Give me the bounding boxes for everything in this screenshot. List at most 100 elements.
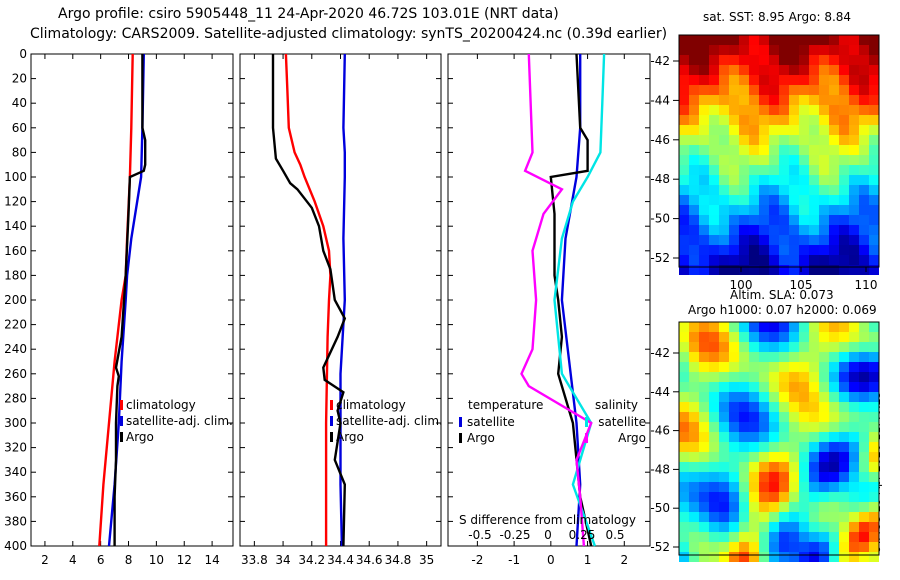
sst-map-cell (829, 95, 839, 105)
sst-map-cell (689, 125, 699, 135)
sst-map-cell (699, 245, 709, 255)
y-tick-label: 180 (4, 268, 27, 282)
sst-map-cell (679, 265, 689, 275)
sla-map-cell (859, 542, 869, 552)
sla-map-cell (799, 512, 809, 522)
sst-map-cell (819, 155, 829, 165)
sla-map-cell (679, 422, 689, 432)
sla-map-cell (809, 332, 819, 342)
sla-map-cell (739, 402, 749, 412)
sst-map-cell (679, 255, 689, 265)
sla-map-cell (709, 412, 719, 422)
sla-map-cell (689, 402, 699, 412)
sla-map-cell (869, 522, 879, 532)
sst-map-cell (799, 235, 809, 245)
sla-map-cell (829, 532, 839, 542)
legend-swatch-salinity (330, 416, 333, 426)
sst-map-cell (829, 155, 839, 165)
sst-map-cell (739, 155, 749, 165)
sst-map-cell (759, 235, 769, 245)
sst-map-cell (849, 65, 859, 75)
sla-map-cell (839, 332, 849, 342)
sst-map-cell (819, 55, 829, 65)
sst-map-cell (679, 185, 689, 195)
sst-map-cell (859, 145, 869, 155)
sst-map-cell (709, 85, 719, 95)
sla-map-cell (779, 412, 789, 422)
sst-map-cell (819, 75, 829, 85)
sla-map-cell (739, 372, 749, 382)
y-tick-label: 340 (4, 465, 27, 479)
sst-map-cell (809, 175, 819, 185)
sst-map-cell (869, 145, 879, 155)
sla-map-cell (709, 482, 719, 492)
sla-map-cell (779, 332, 789, 342)
sla-map-cell (849, 382, 859, 392)
sst-map-cell (689, 215, 699, 225)
sst-map-cell (719, 125, 729, 135)
sst-map-cell (769, 45, 779, 55)
sla-map-cell (799, 322, 809, 332)
sla-map-cell (859, 402, 869, 412)
sla-map-cell (839, 552, 849, 562)
sla-map-cell (679, 332, 689, 342)
legend-label-salinity: Argo (618, 431, 646, 445)
sla-map-cell (789, 332, 799, 342)
x-tick-label-salinity: 35 (419, 553, 434, 567)
sla-map-subtitle: Argo h1000: 0.07 h2000: 0.069 (688, 303, 877, 317)
sst-map-cell (729, 45, 739, 55)
sla-map-cell (819, 412, 829, 422)
sla-map-cell (719, 352, 729, 362)
sst-map-cell (829, 185, 839, 195)
sla-map-cell (859, 322, 869, 332)
sst-map-cell (859, 185, 869, 195)
sla-map-cell (789, 472, 799, 482)
sla-map-cell (719, 382, 729, 392)
sst-map-cell (809, 215, 819, 225)
sla-map-cell (809, 352, 819, 362)
sla-map-cell (689, 342, 699, 352)
sst-map-cell (829, 245, 839, 255)
sla-map-cell (859, 472, 869, 482)
y-tick-label: 220 (4, 318, 27, 332)
sla-map-cell (709, 402, 719, 412)
sla-map-cell (849, 512, 859, 522)
sst-map-cell (709, 175, 719, 185)
sla-map-cell (829, 362, 839, 372)
sst-map-cell (779, 235, 789, 245)
sla-map-cell (729, 412, 739, 422)
sst-map-cell (799, 95, 809, 105)
legend-label-temperature: Argo (126, 430, 154, 444)
series-line-temperature-argo (549, 53, 593, 547)
sst-map-cell (809, 125, 819, 135)
sst-map-cell (749, 175, 759, 185)
sla-map-cell (699, 362, 709, 372)
sst-map-cell (739, 185, 749, 195)
sla-map-cell (869, 382, 879, 392)
sla-map-cell (679, 472, 689, 482)
sla-map-cell (799, 422, 809, 432)
sst-map-cell (809, 75, 819, 85)
sla-map-cell (869, 442, 879, 452)
sst-map-cell (849, 255, 859, 265)
sla-map-cell (809, 392, 819, 402)
sst-map-cell (719, 105, 729, 115)
sla-map-cell (839, 482, 849, 492)
sla-map-cell (849, 552, 859, 562)
sst-map-cell (769, 125, 779, 135)
sst-map-cell (849, 165, 859, 175)
sst-map-cell (759, 145, 769, 155)
sla-map-cell (729, 492, 739, 502)
sst-map-cell (769, 205, 779, 215)
sla-map-cell (819, 392, 829, 402)
sla-map-cell (759, 392, 769, 402)
sst-map-cell (819, 65, 829, 75)
sst-map-cell (809, 165, 819, 175)
sla-map-cell (699, 382, 709, 392)
sla-map-cell (679, 392, 689, 402)
sla-lat-tick-label: -48 (650, 462, 670, 476)
sst-map-cell (709, 55, 719, 65)
sst-map-cell (729, 175, 739, 185)
sst-map-cell (759, 85, 769, 95)
